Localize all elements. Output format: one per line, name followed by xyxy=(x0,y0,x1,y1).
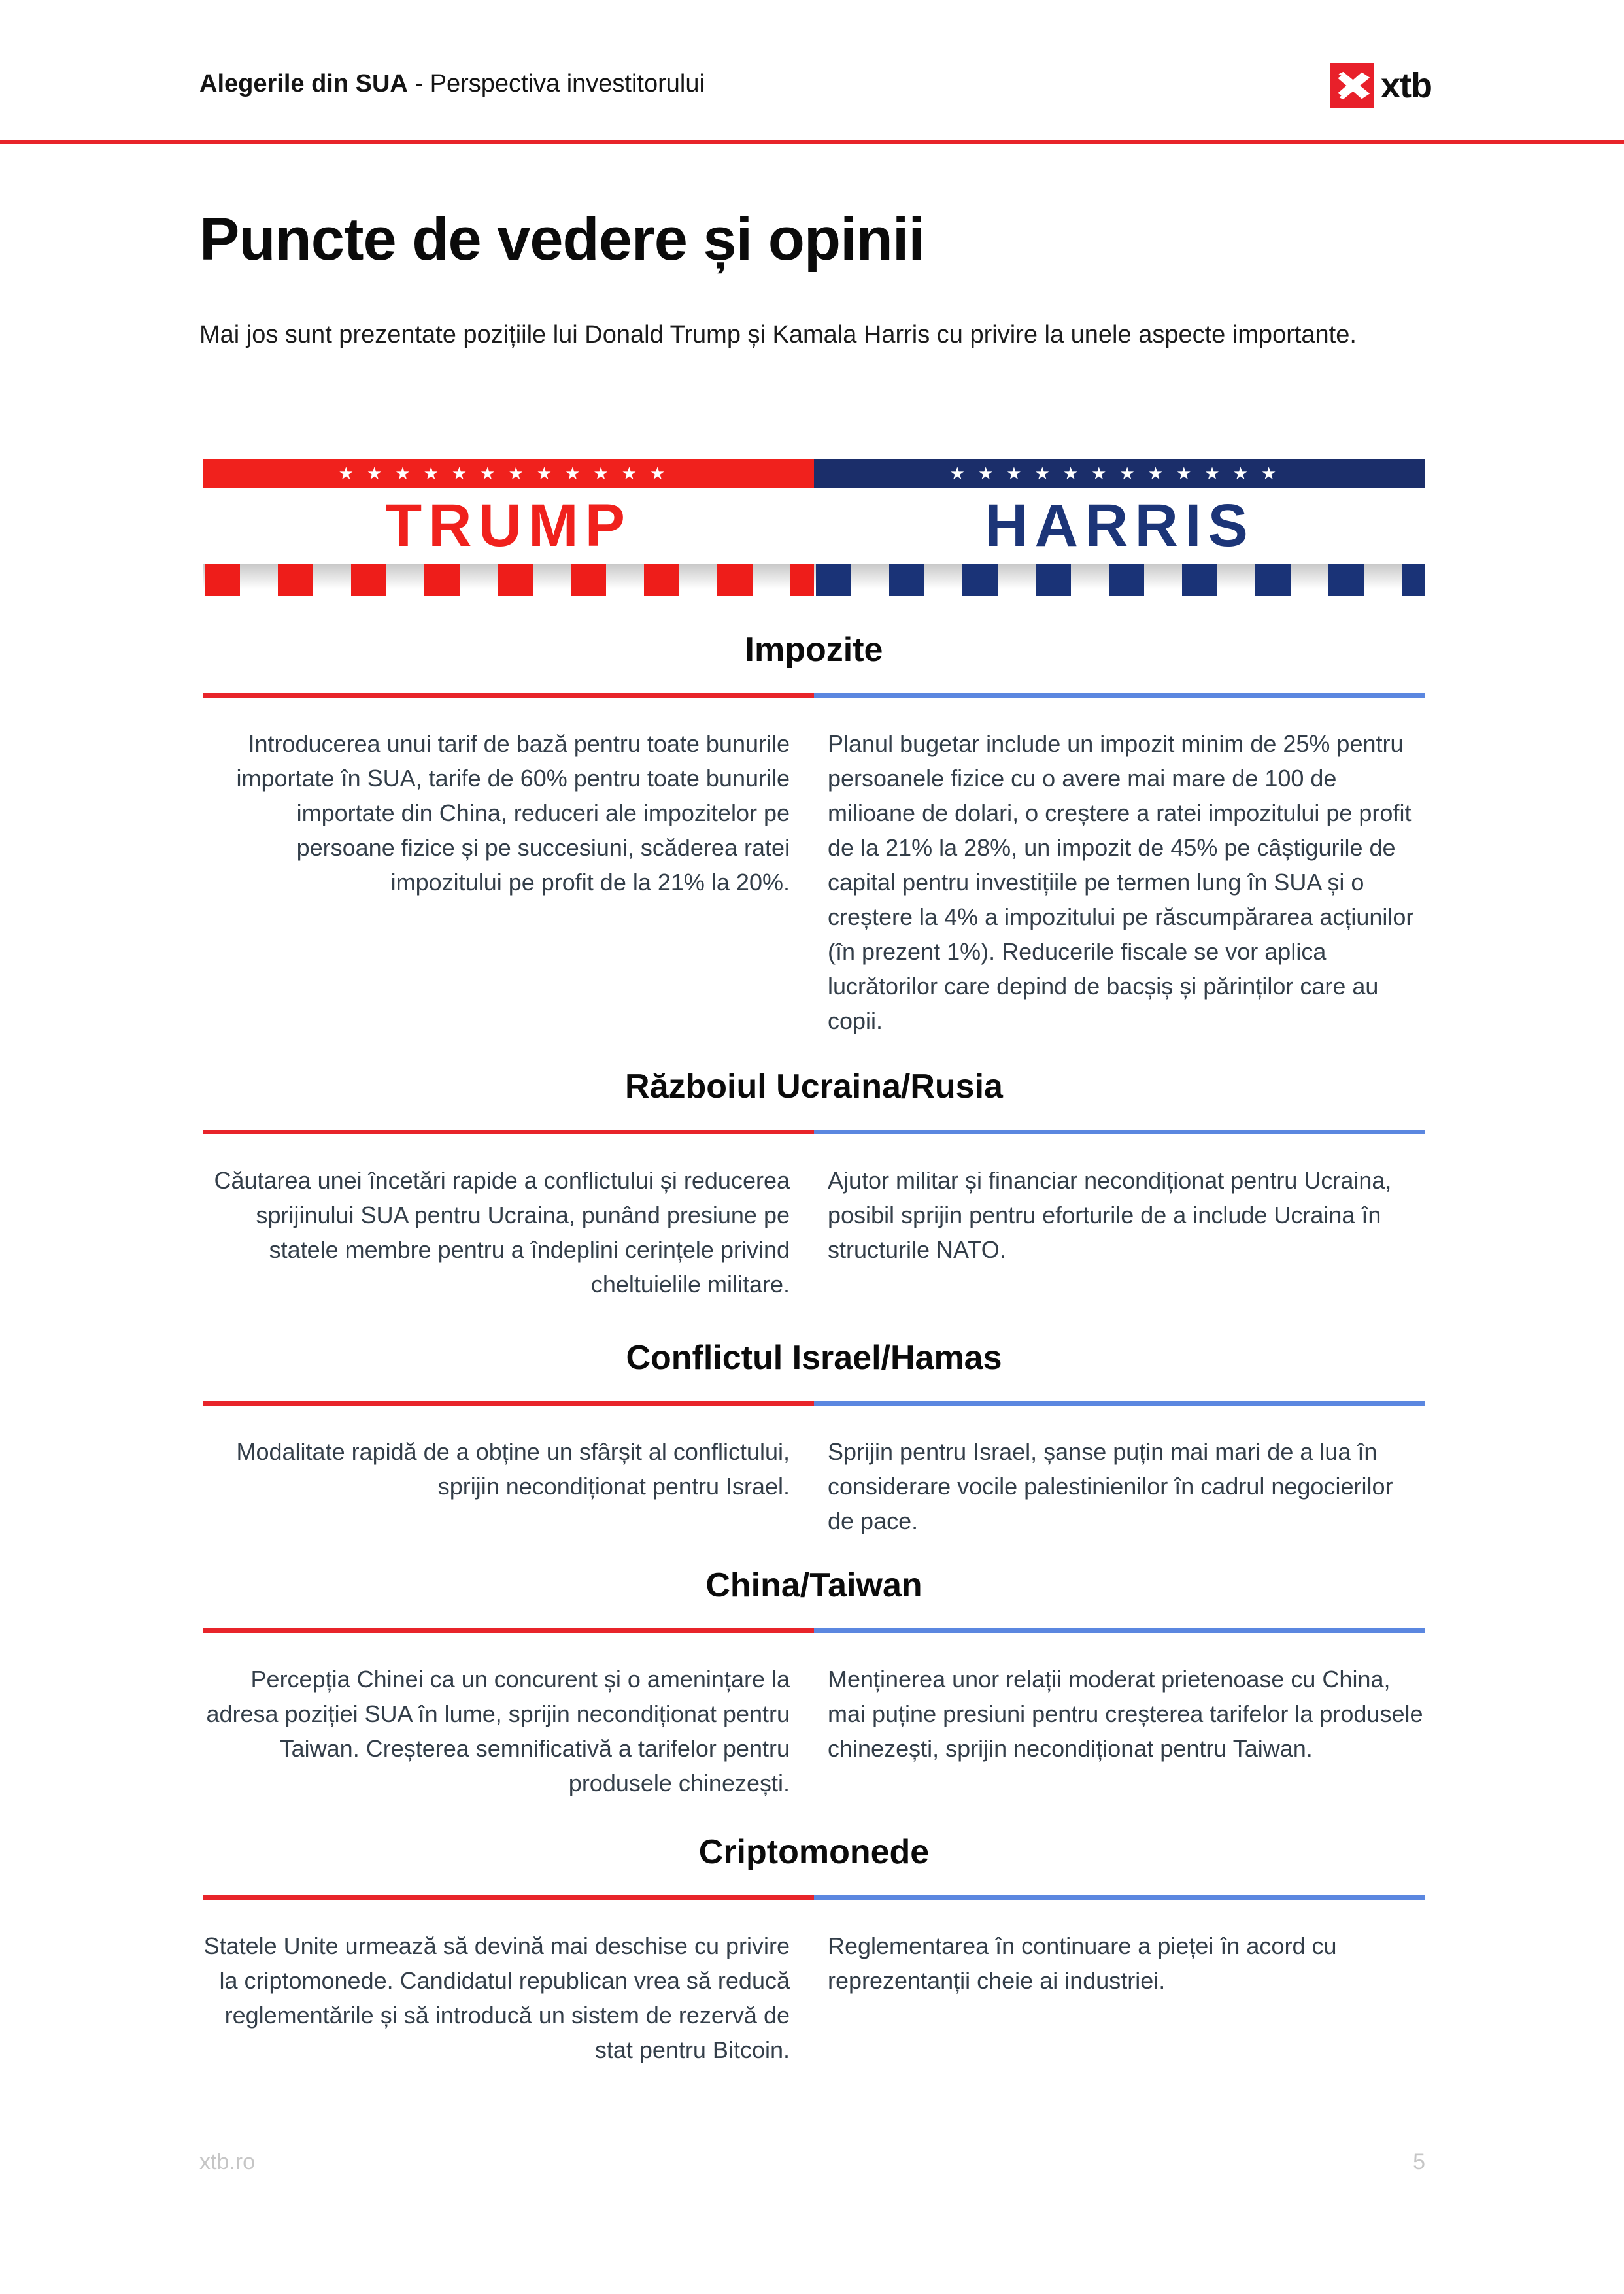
harris-star-strip: ★★★★★★★★★★★★ xyxy=(814,459,1425,488)
section-impozite: Impozite Introducerea unui tarif de bază… xyxy=(203,630,1425,1038)
section-title: Războiul Ucraina/Rusia xyxy=(625,1068,1003,1105)
section-title: Conflictul Israel/Hamas xyxy=(626,1339,1002,1377)
harris-label: HARRIS xyxy=(985,492,1255,559)
trump-position-text: Percepția Chinei ca un concurent și o am… xyxy=(206,1666,790,1796)
harris-position-text: Reglementarea în continuare a pieței în … xyxy=(828,1932,1337,1994)
candidate-names-row: TRUMP HARRIS xyxy=(203,488,1425,564)
section-title: China/Taiwan xyxy=(705,1566,922,1604)
trump-position-text: Modalitate rapidă de a obține un sfârșit… xyxy=(236,1438,790,1500)
section-china-taiwan: China/Taiwan Percepția Chinei ca un conc… xyxy=(203,1566,1425,1800)
divider-blue-segment xyxy=(814,1628,1425,1633)
harris-position-text: Planul bugetar include un impozit minim … xyxy=(828,730,1414,1034)
divider-blue-segment xyxy=(814,693,1425,698)
document-header: Alegerile din SUA - Perspectiva investit… xyxy=(199,68,705,99)
harris-position-text: Menținerea unor relații moderat prieteno… xyxy=(828,1666,1423,1762)
divider-red-segment xyxy=(203,1401,814,1406)
positions-columns: Modalitate rapidă de a obține un sfârșit… xyxy=(203,1434,1425,1538)
divider-red-segment xyxy=(203,1895,814,1900)
star-bar: ★★★★★★★★★★★★ ★★★★★★★★★★★★ xyxy=(203,459,1425,488)
footer-site-link[interactable]: xtb.ro xyxy=(199,2150,256,2174)
trump-star-strip: ★★★★★★★★★★★★ xyxy=(203,459,814,488)
positions-columns: Introducerea unui tarif de bază pentru t… xyxy=(203,726,1425,1038)
section-divider xyxy=(203,1401,1425,1406)
page-title: Puncte de vedere și opinii xyxy=(199,206,925,273)
section-divider xyxy=(203,693,1425,698)
page-number: 5 xyxy=(1413,2150,1425,2174)
divider-blue-segment xyxy=(814,1401,1425,1406)
divider-red-segment xyxy=(203,693,814,698)
positions-columns: Căutarea unei încetări rapide a conflict… xyxy=(203,1163,1425,1302)
xtb-logo: xtb xyxy=(1330,63,1432,108)
section-divider xyxy=(203,1628,1425,1633)
xtb-logo-icon xyxy=(1330,63,1374,108)
section-divider xyxy=(203,1895,1425,1900)
xtb-logo-wordmark: xtb xyxy=(1381,66,1432,105)
page-footer: xtb.ro 5 xyxy=(199,2150,1425,2175)
harris-position-text: Ajutor militar și financiar necondiționa… xyxy=(828,1167,1392,1263)
intro-paragraph: Mai jos sunt prezentate pozițiile lui Do… xyxy=(199,321,1357,348)
section-criptomonede: Criptomonede Statele Unite urmează să de… xyxy=(203,1832,1425,2067)
header-rule xyxy=(0,140,1624,144)
section-title: Impozite xyxy=(745,631,883,669)
trump-position-text: Introducerea unui tarif de bază pentru t… xyxy=(236,730,790,896)
divider-blue-segment xyxy=(814,1130,1425,1134)
trump-position-text: Statele Unite urmează să devină mai desc… xyxy=(203,1932,790,2063)
trump-position-text: Căutarea unei încetări rapide a conflict… xyxy=(214,1167,790,1298)
positions-columns: Statele Unite urmează să devină mai desc… xyxy=(203,1929,1425,2067)
divider-red-segment xyxy=(203,1628,814,1633)
trump-label: TRUMP xyxy=(384,492,632,559)
flag-stripes xyxy=(203,564,1425,596)
harris-stripes xyxy=(814,564,1425,596)
section-divider xyxy=(203,1130,1425,1134)
trump-stripes xyxy=(203,564,814,596)
divider-blue-segment xyxy=(814,1895,1425,1900)
section-conflictul-israel-hamas: Conflictul Israel/Hamas Modalitate rapid… xyxy=(203,1338,1425,1538)
harris-position-text: Sprijin pentru Israel, șanse puțin mai m… xyxy=(828,1438,1393,1534)
trump-harris-banner: ★★★★★★★★★★★★ ★★★★★★★★★★★★ TRUMP HARRIS xyxy=(203,459,1425,596)
header-title-bold: Alegerile din SUA xyxy=(199,70,408,97)
divider-red-segment xyxy=(203,1130,814,1134)
header-title-regular: - Perspectiva investitorului xyxy=(407,70,705,97)
section-title: Criptomonede xyxy=(698,1833,930,1871)
positions-columns: Percepția Chinei ca un concurent și o am… xyxy=(203,1662,1425,1800)
section-razboiul-ucraina-rusia: Războiul Ucraina/Rusia Căutarea unei înc… xyxy=(203,1067,1425,1302)
